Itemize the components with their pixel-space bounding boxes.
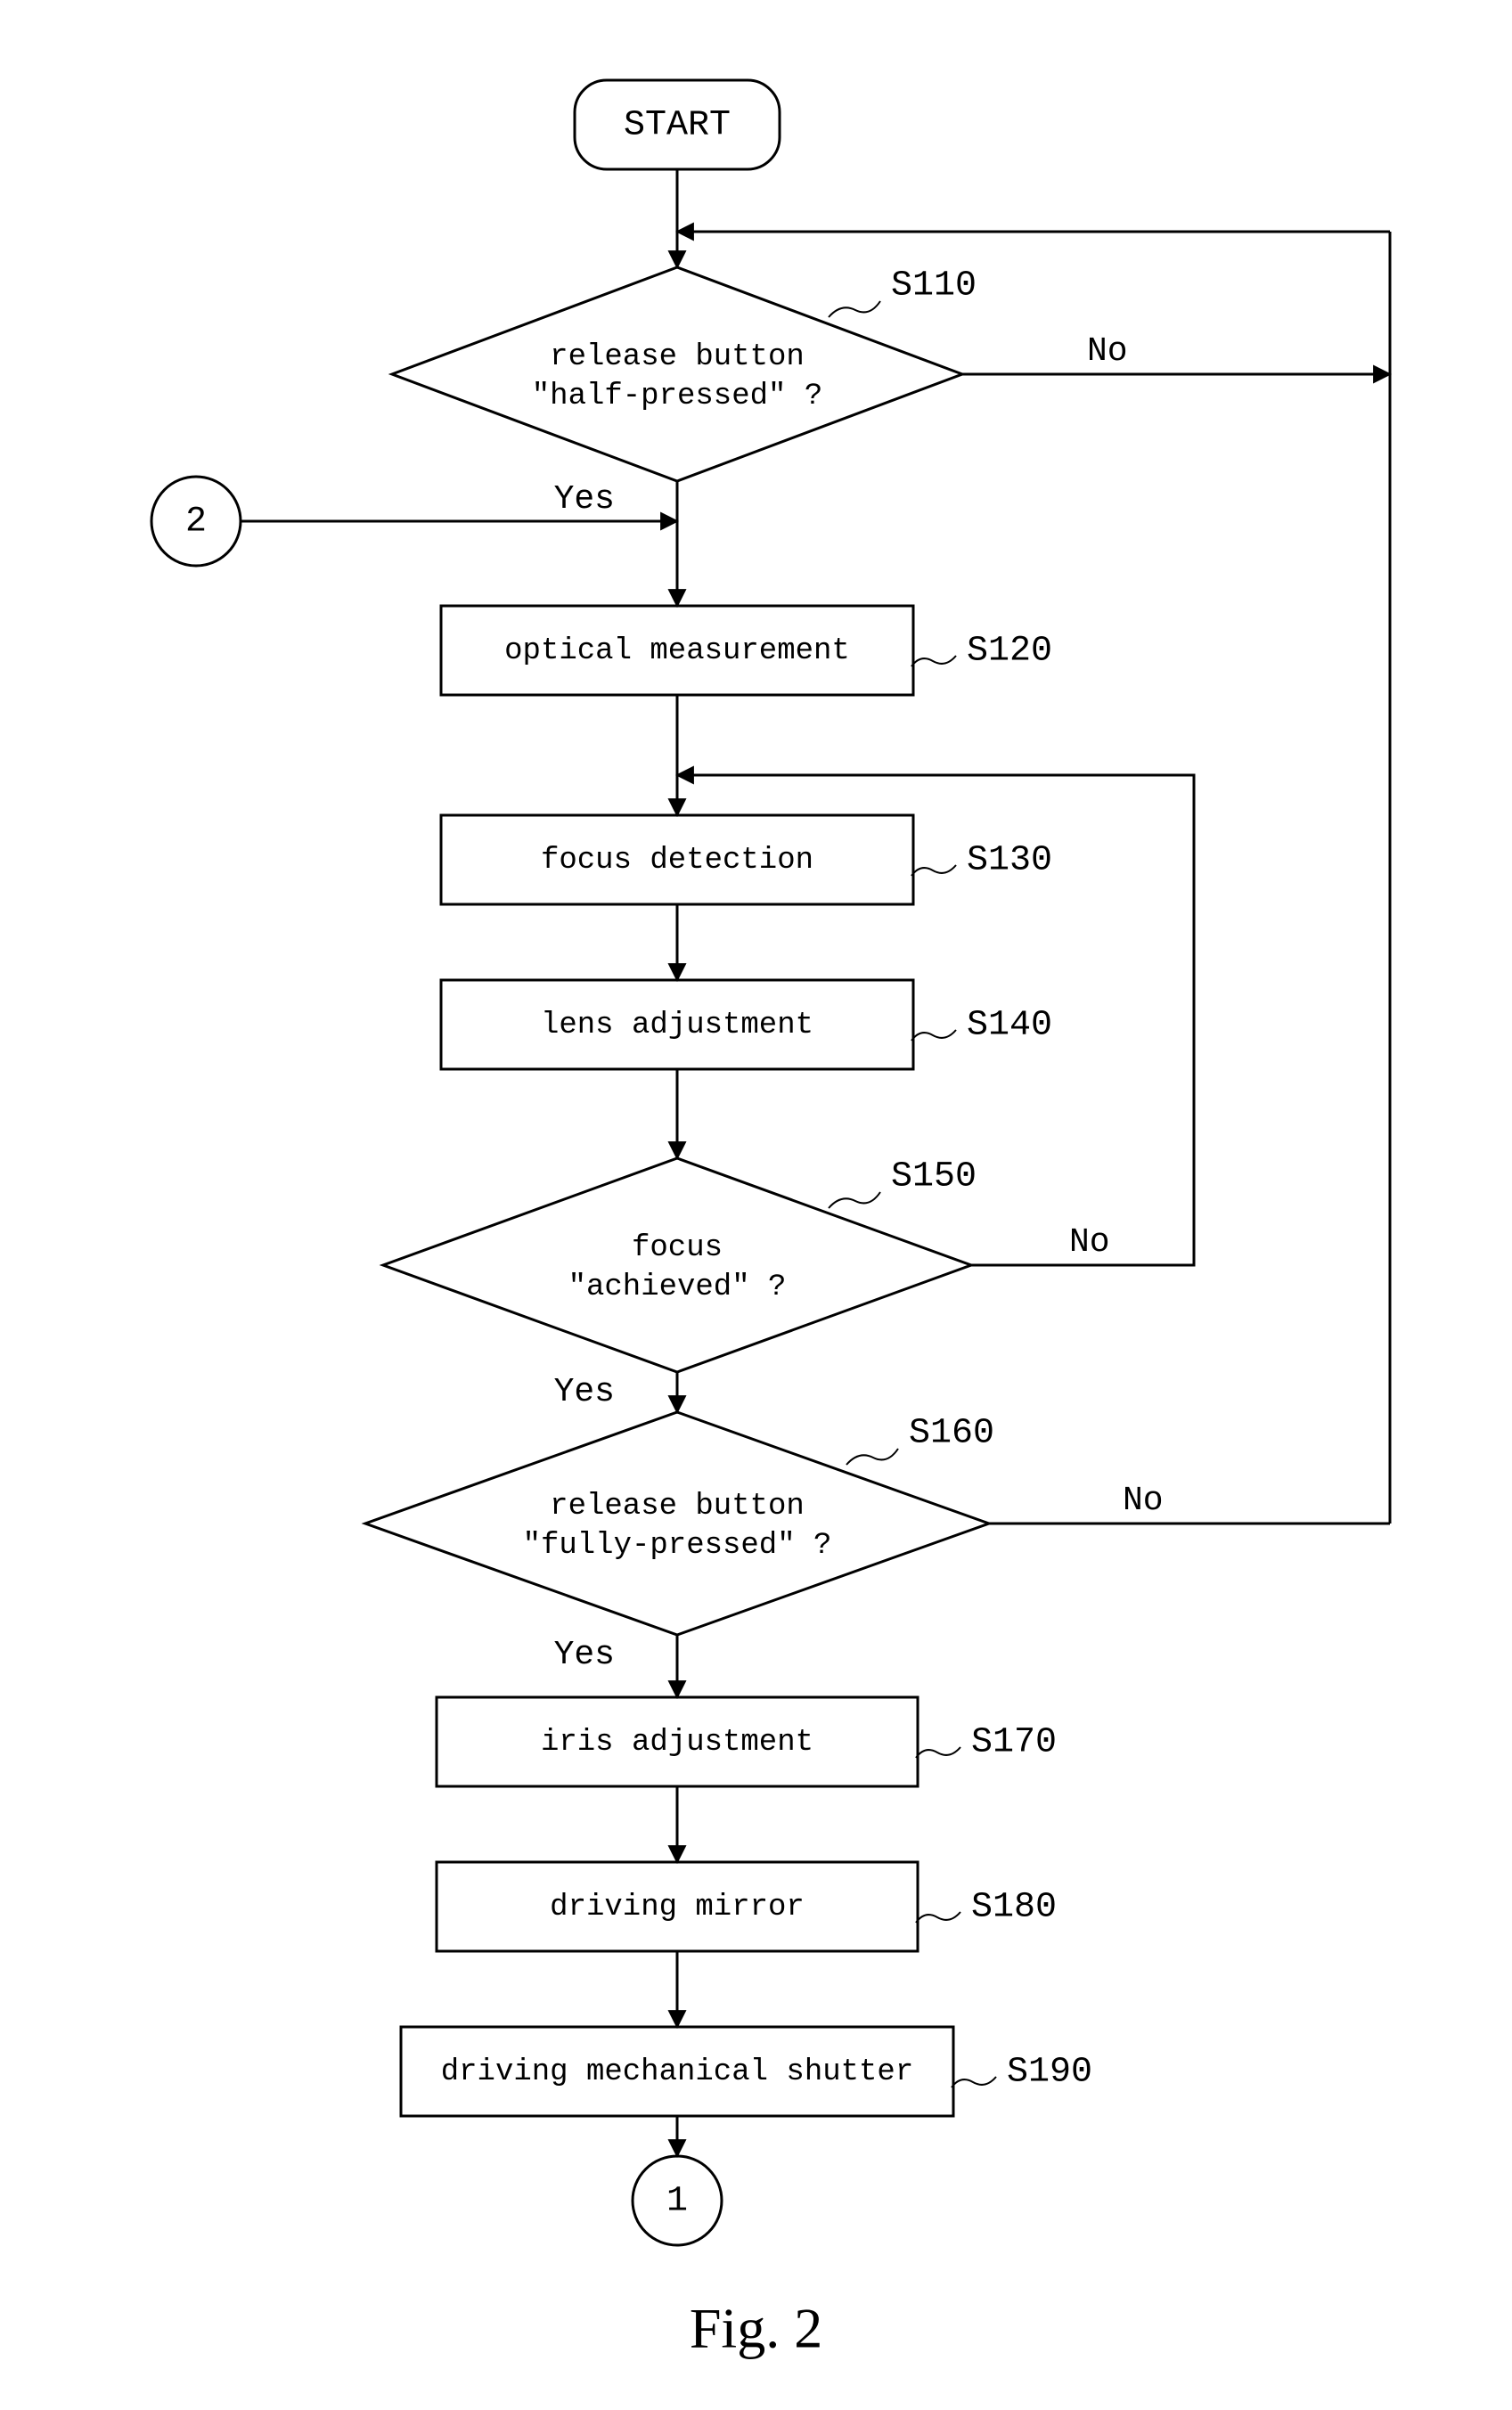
connector-2-label: 2	[185, 502, 207, 543]
s110-yes-label: Yes	[554, 480, 615, 519]
process-s180-step-label: S180	[971, 1888, 1057, 1928]
s150-yes-label: Yes	[554, 1373, 615, 1411]
process-s170-step-label: S170	[971, 1723, 1057, 1763]
decision-s150	[383, 1158, 971, 1372]
process-s140-text: lens adjustment	[541, 1009, 813, 1042]
process-s190-step-label: S190	[1007, 2053, 1092, 2093]
decision-s160-line1: release button	[550, 1490, 805, 1524]
decision-s110-line1: release button	[550, 340, 805, 374]
decision-s110-line2: "half-pressed" ?	[532, 380, 822, 413]
decision-s110-step-label: S110	[891, 266, 977, 306]
decision-s160-line2: "fully-pressed" ?	[523, 1529, 832, 1563]
process-s190-text: driving mechanical shutter	[441, 2055, 914, 2089]
process-s130-text: focus detection	[541, 844, 813, 878]
s110-no-label: No	[1087, 332, 1128, 371]
s150-no-label: No	[1069, 1223, 1110, 1262]
process-s170-text: iris adjustment	[541, 1726, 813, 1760]
s160-yes-label: Yes	[554, 1636, 615, 1674]
process-s140-step-label: S140	[967, 1006, 1052, 1046]
decision-s160	[365, 1412, 989, 1635]
decision-s150-line2: "achieved" ?	[568, 1270, 787, 1304]
start-label: START	[624, 106, 731, 146]
flowchart-svg: START release button "half-pressed" ? S110 f…	[0, 0, 1512, 2410]
connector-1-label: 1	[666, 2182, 688, 2222]
decision-s150-line1: focus	[632, 1231, 723, 1265]
decision-s160-step-label: S160	[909, 1414, 994, 1454]
process-s180-text: driving mirror	[550, 1891, 805, 1924]
process-s120-text: optical measurement	[504, 634, 850, 668]
process-s120-step-label: S120	[967, 632, 1052, 672]
s160-no-label: No	[1123, 1482, 1164, 1520]
process-s130-step-label: S130	[967, 841, 1052, 881]
figure-caption: Fig. 2	[690, 2297, 822, 2360]
decision-s110	[392, 267, 962, 481]
decision-s150-step-label: S150	[891, 1157, 977, 1197]
